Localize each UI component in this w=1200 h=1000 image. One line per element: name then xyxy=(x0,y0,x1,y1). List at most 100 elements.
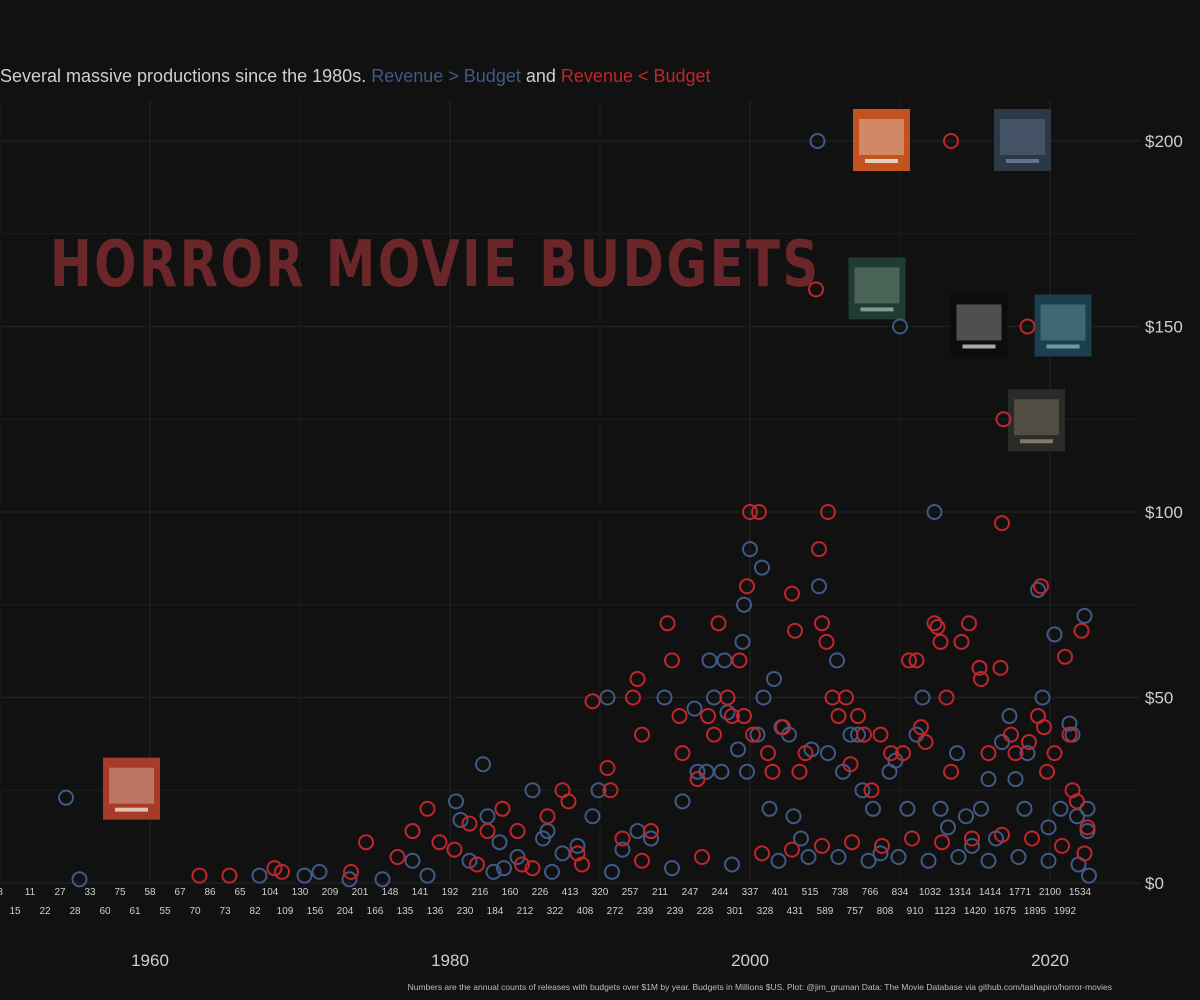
data-point xyxy=(811,541,827,558)
data-point xyxy=(1036,719,1052,736)
year-count-label: 11 xyxy=(25,887,36,898)
data-point xyxy=(850,708,866,725)
year-count-label: 1414 xyxy=(979,887,1002,898)
data-point xyxy=(274,863,290,880)
data-point xyxy=(719,689,736,706)
data-point xyxy=(917,734,934,751)
data-point xyxy=(736,708,752,725)
poster-title-bar xyxy=(962,344,996,349)
year-count-label: 322 xyxy=(547,906,564,917)
data-point xyxy=(739,763,755,780)
chart-subtitle: Several massive productions since the 19… xyxy=(0,66,711,87)
year-count-label: 910 xyxy=(907,906,924,917)
data-point xyxy=(856,726,872,743)
data-point xyxy=(643,823,659,840)
data-point xyxy=(341,871,358,888)
data-point xyxy=(829,652,845,669)
year-count-label: 239 xyxy=(667,906,684,917)
data-point xyxy=(1010,849,1027,866)
data-point xyxy=(1030,581,1046,598)
data-point xyxy=(883,745,899,762)
data-point xyxy=(404,823,421,840)
data-point xyxy=(932,800,949,817)
data-point xyxy=(809,133,826,149)
x-tick-label: 1980 xyxy=(431,951,469,970)
data-point xyxy=(764,763,781,780)
data-point xyxy=(358,834,374,851)
year-count-label: 156 xyxy=(307,906,324,917)
year-count-label: 401 xyxy=(772,887,789,898)
year-count-label: 226 xyxy=(532,887,549,898)
data-point xyxy=(629,823,646,840)
data-point xyxy=(934,834,950,851)
year-count-label: 135 xyxy=(397,906,414,917)
data-point xyxy=(452,811,469,828)
data-point xyxy=(643,830,659,847)
data-point xyxy=(461,815,478,832)
year-count-label: 230 xyxy=(457,906,474,917)
year-count-label: 1771 xyxy=(1009,887,1032,898)
data-point xyxy=(311,863,328,880)
data-point xyxy=(514,856,530,873)
year-count-label: 247 xyxy=(682,887,699,898)
point-layer xyxy=(58,133,1097,888)
data-point xyxy=(524,782,541,799)
data-point xyxy=(599,689,616,706)
year-count-label: 55 xyxy=(159,906,171,917)
data-point xyxy=(1054,837,1070,854)
data-point xyxy=(760,745,776,762)
data-point xyxy=(770,852,787,869)
data-point xyxy=(863,782,880,799)
data-point xyxy=(872,845,889,862)
data-point xyxy=(784,841,800,858)
data-point xyxy=(926,615,943,632)
data-point xyxy=(854,782,871,799)
data-point xyxy=(973,670,989,687)
y-axis-labels: $0 $50 $100 $150 $200 xyxy=(1145,132,1183,893)
data-point xyxy=(602,782,619,799)
year-count-label: 834 xyxy=(892,887,909,898)
year-count-label: 166 xyxy=(367,906,384,917)
year-count-label: 257 xyxy=(622,887,639,898)
data-point xyxy=(830,849,847,866)
year-count-label: 766 xyxy=(862,887,879,898)
data-point xyxy=(754,559,770,576)
data-point xyxy=(446,841,463,858)
data-point xyxy=(1033,578,1049,595)
data-point xyxy=(448,793,464,810)
data-point xyxy=(374,871,391,888)
data-point xyxy=(629,670,646,687)
data-point xyxy=(664,652,680,669)
data-point xyxy=(634,726,650,743)
data-point xyxy=(674,745,691,762)
data-point xyxy=(736,596,752,613)
data-point xyxy=(731,652,748,669)
year-count-label: 209 xyxy=(322,887,339,898)
data-point xyxy=(860,852,877,869)
data-point xyxy=(892,318,908,335)
data-point xyxy=(964,837,980,854)
data-point xyxy=(901,652,917,669)
data-point xyxy=(706,726,722,743)
data-point xyxy=(995,411,1012,428)
data-point xyxy=(958,808,974,825)
subtitle-positive-legend: Revenue > Budget xyxy=(371,66,521,86)
poster-art xyxy=(854,267,900,304)
x-axis-labels: 1960 1980 2000 2020 xyxy=(131,951,1069,970)
movie-poster-thumbnail xyxy=(994,109,1051,171)
data-point xyxy=(838,689,854,706)
data-point xyxy=(485,863,502,880)
data-point xyxy=(820,504,836,520)
poster-art xyxy=(1000,119,1045,155)
year-count-label: 757 xyxy=(847,906,864,917)
data-point xyxy=(221,867,238,884)
year-count-label: 589 xyxy=(817,906,834,917)
data-point xyxy=(671,708,688,725)
year-count-label: 738 xyxy=(832,887,849,898)
year-count-label: 28 xyxy=(69,906,81,917)
year-count-label: 70 xyxy=(189,906,201,917)
year-count-label: 136 xyxy=(427,906,444,917)
data-point xyxy=(844,834,860,851)
data-point xyxy=(749,726,766,743)
